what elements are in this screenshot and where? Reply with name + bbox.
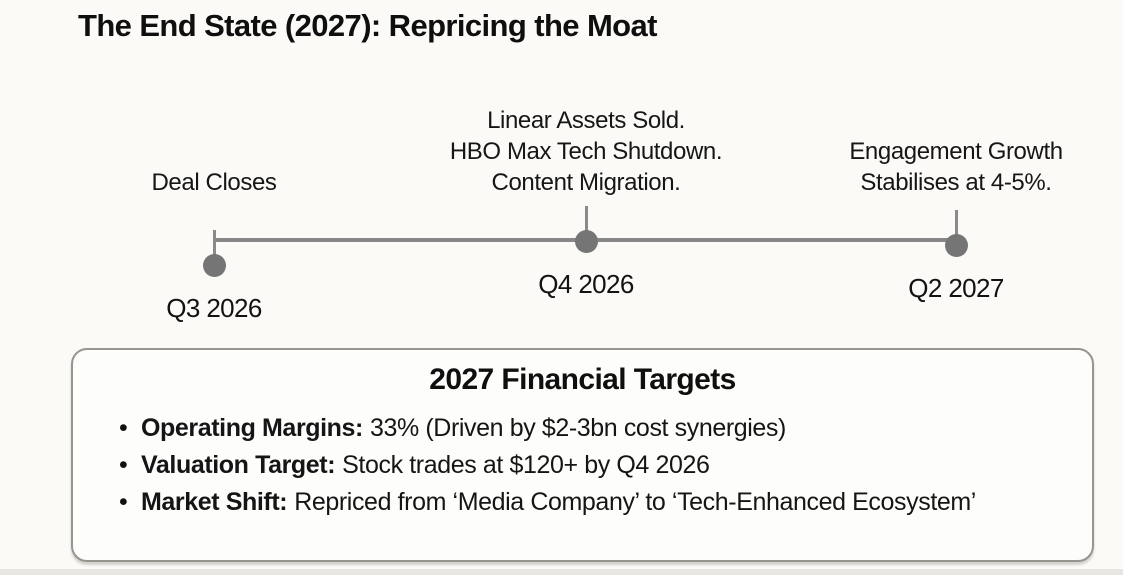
bullet-value: Repriced from ‘Media Company’ to ‘Tech-E… xyxy=(294,488,976,516)
milestone-date: Q4 2026 xyxy=(538,269,634,299)
bullet-value: 33% (Driven by $2-3bn cost synergies) xyxy=(370,414,786,442)
milestone-label: Deal Closes xyxy=(152,86,277,224)
bullet-icon: • xyxy=(119,414,128,442)
page-title: The End State (2027): Repricing the Moat xyxy=(78,8,657,43)
timeline-milestone-q3-2026: Deal Closes Q3 2026 xyxy=(24,86,404,324)
milestone-tick xyxy=(212,230,216,266)
bullet-icon: • xyxy=(119,451,128,479)
milestone-tick xyxy=(954,210,958,246)
bullet-label: Market Shift: xyxy=(141,488,288,516)
bullet-icon: • xyxy=(119,488,128,516)
bullet-text: Market Shift: Repriced from ‘Media Compan… xyxy=(141,484,976,521)
milestone-tick xyxy=(584,206,588,242)
timeline-milestone-q4-2026: Linear Assets Sold. HBO Max Tech Shutdow… xyxy=(396,86,776,300)
bullet-label: Operating Margins: xyxy=(141,414,363,442)
milestone-dot-icon xyxy=(202,254,226,277)
milestone-label-line: Stabilises at 4-5%. xyxy=(860,169,1052,196)
milestone-label-line: Content Migration. xyxy=(491,169,681,196)
milestone-date: Q3 2026 xyxy=(166,293,262,323)
milestone-label-line: Linear Assets Sold. xyxy=(487,107,685,134)
timeline-milestone-q2-2027: Engagement Growth Stabilises at 4-5%. Q2… xyxy=(766,86,1123,304)
target-bullet-valuation-target: • Valuation Target: Stock trades at $120+… xyxy=(119,447,1082,484)
milestone-label-line: Deal Closes xyxy=(151,169,277,196)
bullet-label: Valuation Target: xyxy=(141,451,336,479)
financial-targets-box: 2027 Financial Targets • Operating Margi… xyxy=(71,348,1094,562)
bullet-text: Operating Margins: 33% (Driven by $2-3bn … xyxy=(141,410,786,447)
bullet-value: Stock trades at $120+ by Q4 2026 xyxy=(342,451,710,479)
milestone-label-line: HBO Max Tech Shutdown. xyxy=(449,138,723,165)
milestone-date: Q2 2027 xyxy=(908,273,1004,303)
milestone-label-line: Engagement Growth xyxy=(849,138,1063,165)
targets-box-title: 2027 Financial Targets xyxy=(429,363,736,396)
milestone-dot-icon xyxy=(574,230,598,253)
milestone-label: Linear Assets Sold. HBO Max Tech Shutdow… xyxy=(449,86,723,200)
page-bottom-edge xyxy=(0,569,1123,575)
targets-bullet-list: • Operating Margins: 33% (Driven by $2-3b… xyxy=(119,410,1082,521)
milestone-dot-icon xyxy=(944,234,968,257)
target-bullet-operating-margins: • Operating Margins: 33% (Driven by $2-3b… xyxy=(119,410,1082,447)
milestone-label: Engagement Growth Stabilises at 4-5%. xyxy=(849,86,1063,204)
target-bullet-market-shift: • Market Shift: Repriced from ‘Media Comp… xyxy=(119,484,1082,521)
timeline: Deal Closes Q3 2026 Linear Assets Sold. … xyxy=(152,86,1123,323)
bullet-text: Valuation Target: Stock trades at $120+ b… xyxy=(141,447,710,484)
